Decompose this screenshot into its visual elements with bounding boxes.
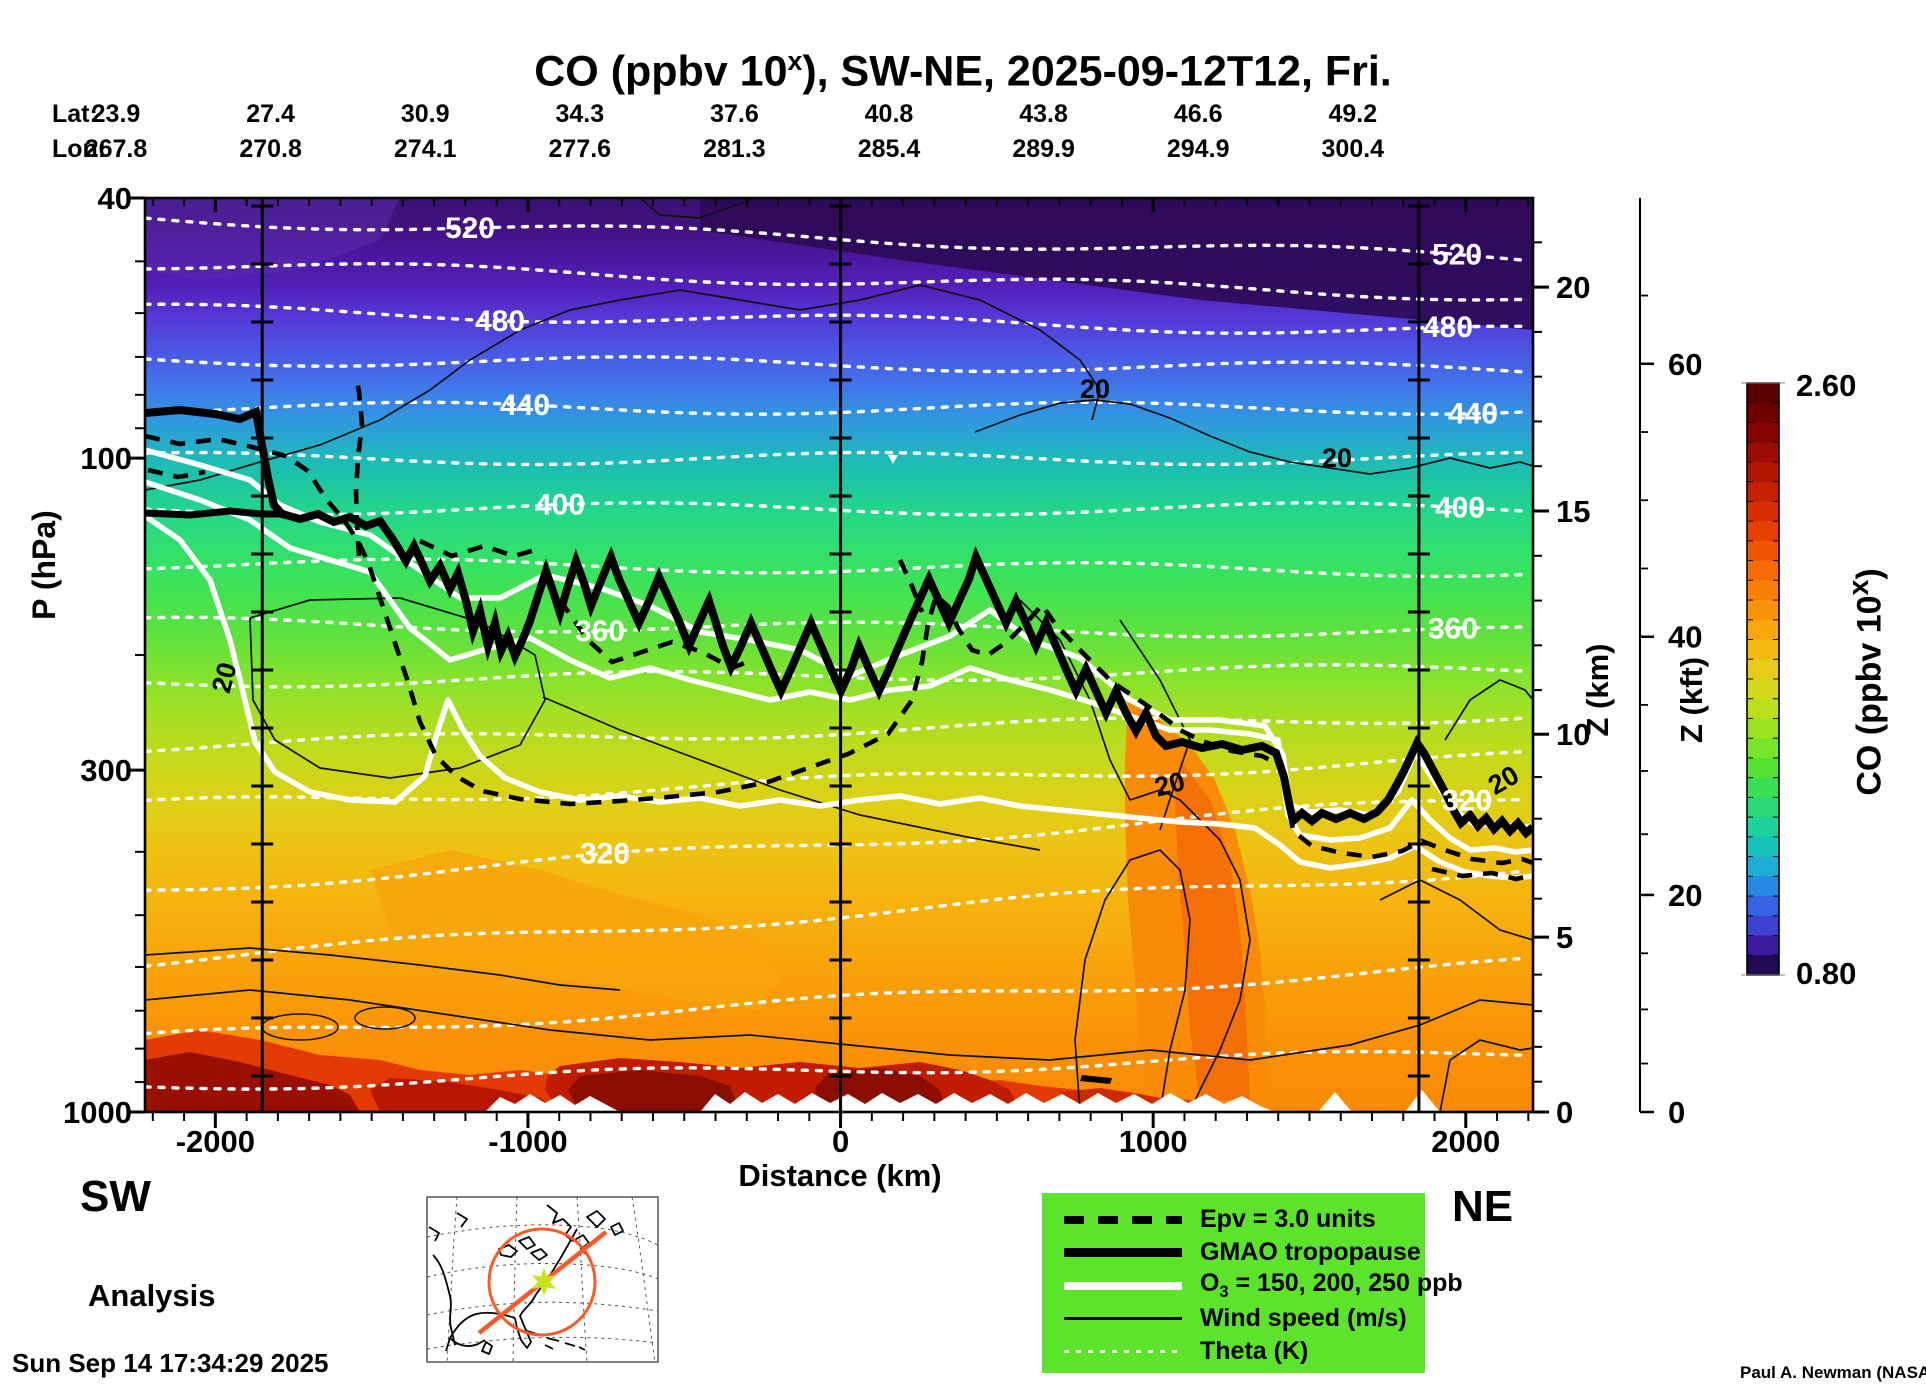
svg-text:480: 480: [1423, 311, 1473, 344]
legend-item-ozone: O3 = 150, 200, 250 ppb: [1064, 1269, 1463, 1302]
tropopause-line: [145, 405, 1533, 1084]
page-title: CO (ppbv 10x), SW-NE, 2025-09-12T12, Fri…: [534, 46, 1392, 96]
svg-text:400: 400: [1435, 491, 1485, 524]
co-field: [145, 198, 1533, 1112]
svg-text:5: 5: [1556, 920, 1573, 955]
distance-axis: -2000 -1000 0 1000 2000: [151, 198, 1530, 1159]
z-km-axis-title: Z (km): [1580, 643, 1615, 737]
surface-gaps: [485, 455, 1440, 1112]
svg-text:-1000: -1000: [488, 1124, 567, 1159]
svg-text:267.8: 267.8: [85, 135, 148, 163]
svg-text:360: 360: [1428, 612, 1478, 645]
analysis-label: Analysis: [88, 1278, 216, 1313]
svg-text:60: 60: [1668, 347, 1702, 382]
ozone-line-sample: [1064, 1281, 1182, 1290]
svg-text:10: 10: [1556, 717, 1590, 752]
svg-text:520: 520: [1432, 238, 1482, 271]
corner-label-sw: SW: [80, 1172, 151, 1221]
plot-area: [145, 198, 1533, 1112]
svg-text:20: 20: [1556, 270, 1590, 305]
svg-text:289.9: 289.9: [1012, 135, 1075, 163]
epv-dashed-line-sample: [1064, 1215, 1182, 1224]
colorbar: [1741, 382, 1785, 976]
svg-text:-2000: -2000: [176, 1124, 255, 1159]
legend-item-epv: Epv = 3.0 units: [1064, 1203, 1425, 1236]
svg-text:0: 0: [832, 1124, 849, 1159]
title-superscript: x: [787, 46, 803, 76]
svg-text:440: 440: [1448, 398, 1498, 431]
svg-text:1000: 1000: [1119, 1124, 1188, 1159]
svg-text:400: 400: [535, 489, 585, 522]
z-kft-axis-title: Z (kft): [1674, 656, 1709, 744]
svg-text:480: 480: [475, 305, 525, 338]
svg-text:440: 440: [500, 389, 550, 422]
svg-text:300.4: 300.4: [1322, 135, 1385, 163]
waypoint-star-icon: [531, 1268, 557, 1296]
svg-text:285.4: 285.4: [858, 135, 921, 163]
svg-text:15: 15: [1556, 494, 1590, 529]
svg-text:20: 20: [1080, 374, 1110, 404]
colorbar-title-superscript: x: [1843, 579, 1875, 596]
svg-text:270.8: 270.8: [239, 135, 302, 163]
svg-text:40.8: 40.8: [865, 100, 914, 128]
svg-text:0: 0: [1668, 1095, 1685, 1130]
legend: Epv = 3.0 units GMAO tropopause O3 = 150…: [1042, 1193, 1463, 1373]
svg-text:23.9: 23.9: [92, 100, 141, 128]
legend-item-tropopause: GMAO tropopause: [1064, 1236, 1425, 1269]
svg-text:20: 20: [1668, 878, 1702, 913]
corner-label-ne: NE: [1452, 1182, 1514, 1231]
inset-map: [426, 1196, 659, 1363]
svg-text:30.9: 30.9: [401, 100, 450, 128]
svg-text:40: 40: [1668, 620, 1702, 655]
svg-text:2000: 2000: [1431, 1124, 1500, 1159]
svg-text:360: 360: [575, 615, 625, 648]
svg-text:Lat:: Lat:: [52, 100, 98, 128]
svg-text:274.1: 274.1: [394, 135, 457, 163]
wind-speed-contours: [145, 198, 1533, 1112]
pressure-axis: 40 100 300 1000: [63, 181, 145, 1130]
svg-text:20: 20: [1322, 443, 1352, 473]
legend-item-wind: Wind speed (m/s): [1064, 1302, 1425, 1335]
vertical-marker-lines: [251, 198, 1430, 1112]
svg-text:320: 320: [1442, 784, 1492, 817]
z-kft-axis: 0 20 40 60: [1639, 198, 1702, 1130]
ozone-subscript: 3: [1219, 1283, 1229, 1301]
theta-line-sample: [1064, 1350, 1182, 1353]
legend-item-theta: Theta (K): [1064, 1335, 1425, 1368]
wind-line-sample: [1064, 1317, 1182, 1320]
svg-text:37.6: 37.6: [710, 100, 759, 128]
svg-text:300: 300: [80, 753, 132, 788]
svg-text:281.3: 281.3: [703, 135, 766, 163]
svg-text:27.4: 27.4: [246, 100, 295, 128]
svg-text:43.8: 43.8: [1019, 100, 1068, 128]
svg-text:49.2: 49.2: [1328, 100, 1377, 128]
pressure-axis-title: P (hPa): [26, 510, 62, 620]
latlon-header: Lat: Lon: 23.9 27.4 30.9 34.3 37.6 40.8 43.8 46.6…: [52, 100, 1384, 163]
tropopause-line-sample: [1064, 1248, 1182, 1257]
svg-text:520: 520: [445, 212, 495, 245]
timestamp: Sun Sep 14 17:34:29 2025: [12, 1348, 329, 1378]
svg-text:40: 40: [98, 181, 132, 216]
colorbar-min-label: 0.80: [1796, 956, 1857, 991]
svg-text:277.6: 277.6: [549, 135, 612, 163]
colorbar-max-label: 2.60: [1796, 368, 1857, 403]
z-km-axis: 0 5 10 15 20: [1533, 241, 1590, 1130]
svg-text:Lon:: Lon:: [52, 135, 106, 163]
inset-map-content: [427, 1197, 658, 1362]
transect-circle: [487, 1227, 597, 1337]
svg-text:294.9: 294.9: [1167, 135, 1230, 163]
colorbar-title: CO (ppbv 10x): [1843, 568, 1889, 796]
svg-text:100: 100: [80, 441, 132, 476]
svg-text:34.3: 34.3: [555, 100, 604, 128]
svg-text:1000: 1000: [63, 1095, 132, 1130]
svg-text:320: 320: [580, 837, 630, 870]
credit: Paul A. Newman (NASA: [1740, 1363, 1926, 1382]
svg-text:46.6: 46.6: [1174, 100, 1223, 128]
svg-text:0: 0: [1556, 1095, 1573, 1130]
distance-axis-title: Distance (km): [738, 1158, 942, 1193]
contour-labels: 520 520 480 480 440 440 400 400 360 360 320 320 20 20…: [206, 212, 1524, 870]
